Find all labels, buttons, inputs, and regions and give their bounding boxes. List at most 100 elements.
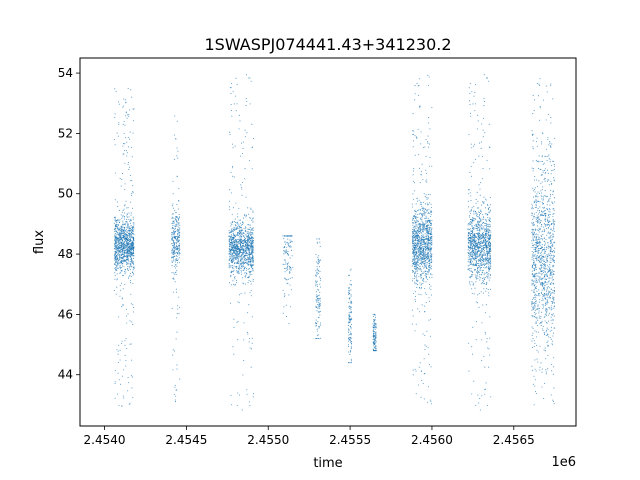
data-point bbox=[473, 162, 475, 164]
data-point bbox=[132, 397, 134, 399]
data-point bbox=[372, 341, 374, 343]
data-point bbox=[247, 253, 249, 256]
data-point bbox=[428, 235, 430, 237]
data-point bbox=[425, 219, 427, 222]
data-point bbox=[289, 266, 291, 268]
data-point bbox=[423, 358, 425, 360]
data-point bbox=[130, 235, 132, 237]
data-point bbox=[248, 252, 250, 254]
data-point bbox=[416, 249, 418, 251]
data-point bbox=[242, 254, 244, 256]
data-point bbox=[419, 263, 421, 265]
data-point bbox=[175, 236, 177, 238]
data-point bbox=[284, 251, 286, 253]
data-point bbox=[317, 298, 319, 300]
data-point bbox=[478, 243, 480, 245]
data-point bbox=[119, 235, 121, 237]
data-point bbox=[248, 401, 250, 403]
data-point bbox=[282, 250, 284, 252]
data-point bbox=[420, 396, 422, 398]
data-point bbox=[482, 214, 484, 216]
data-point bbox=[228, 282, 231, 284]
data-point bbox=[127, 390, 129, 392]
data-point bbox=[178, 307, 181, 309]
data-point bbox=[424, 261, 426, 263]
data-point bbox=[479, 409, 481, 411]
data-point bbox=[172, 193, 174, 195]
data-point bbox=[177, 236, 180, 238]
data-point bbox=[473, 245, 475, 247]
data-point bbox=[420, 263, 423, 266]
data-point bbox=[487, 268, 489, 270]
data-point bbox=[468, 206, 470, 208]
data-point bbox=[316, 310, 318, 312]
data-point bbox=[475, 281, 477, 283]
data-point bbox=[425, 139, 427, 141]
data-point bbox=[121, 340, 123, 342]
data-point bbox=[349, 333, 351, 335]
data-point bbox=[237, 232, 239, 234]
data-point bbox=[420, 201, 422, 203]
data-point bbox=[248, 249, 250, 251]
data-point bbox=[418, 264, 420, 266]
data-point bbox=[481, 260, 483, 262]
data-point bbox=[233, 251, 235, 253]
data-point bbox=[372, 348, 374, 350]
data-point bbox=[247, 223, 249, 226]
data-point bbox=[132, 242, 134, 244]
data-point bbox=[131, 376, 133, 378]
data-point bbox=[412, 193, 414, 195]
data-point bbox=[249, 404, 251, 407]
data-point bbox=[480, 250, 482, 252]
data-point bbox=[477, 233, 479, 235]
data-point bbox=[173, 247, 176, 249]
data-point bbox=[252, 210, 254, 212]
data-point bbox=[119, 262, 121, 264]
data-point bbox=[475, 198, 477, 201]
data-point bbox=[474, 256, 476, 258]
data-point bbox=[247, 235, 249, 237]
data-point bbox=[412, 113, 414, 115]
data-point bbox=[482, 129, 484, 131]
data-point bbox=[114, 233, 116, 235]
data-point bbox=[129, 240, 131, 242]
data-point bbox=[133, 255, 135, 257]
data-point bbox=[120, 233, 122, 235]
data-point bbox=[250, 264, 252, 266]
data-point bbox=[132, 269, 134, 271]
data-point bbox=[429, 266, 431, 268]
data-point bbox=[121, 173, 124, 175]
data-point bbox=[130, 220, 132, 222]
data-point bbox=[479, 247, 481, 249]
data-point bbox=[412, 271, 414, 273]
data-point bbox=[175, 264, 177, 266]
data-point bbox=[413, 267, 415, 270]
data-point bbox=[473, 380, 475, 382]
data-point bbox=[419, 274, 421, 276]
data-point bbox=[472, 231, 474, 233]
data-point bbox=[428, 240, 430, 242]
data-point bbox=[429, 236, 431, 238]
data-point bbox=[350, 309, 352, 311]
data-point bbox=[429, 219, 431, 221]
data-point bbox=[475, 404, 477, 406]
data-point bbox=[244, 266, 246, 268]
data-point bbox=[467, 224, 469, 226]
data-point bbox=[420, 213, 422, 215]
data-point bbox=[126, 242, 128, 244]
data-point bbox=[172, 252, 174, 254]
data-point bbox=[420, 242, 422, 244]
data-point bbox=[479, 212, 481, 214]
data-point bbox=[426, 224, 428, 226]
data-point bbox=[473, 210, 475, 212]
data-point bbox=[419, 258, 421, 260]
data-point bbox=[319, 260, 321, 262]
data-point bbox=[176, 248, 178, 250]
data-point bbox=[316, 280, 318, 282]
data-point bbox=[126, 155, 128, 157]
data-point bbox=[427, 254, 429, 256]
data-point bbox=[419, 254, 421, 256]
data-point bbox=[488, 123, 490, 125]
data-point bbox=[470, 255, 473, 258]
data-point bbox=[423, 398, 425, 400]
